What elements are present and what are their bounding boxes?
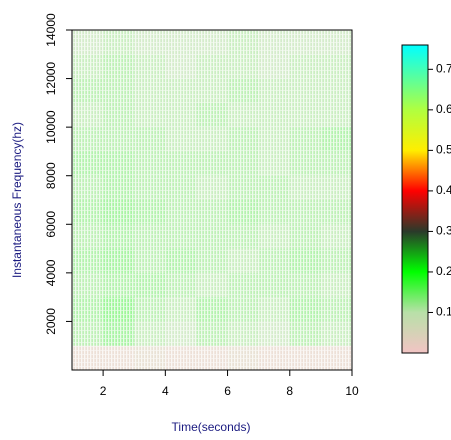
x-tick-label: 4 (162, 384, 169, 398)
y-tick-label: 4000 (44, 259, 58, 286)
y-tick-label: 8000 (44, 162, 58, 189)
colorbar-tick-label: 0.4 (436, 183, 451, 197)
y-tick-label: 6000 (44, 211, 58, 238)
colorbar-tick-label: 0.2 (436, 264, 451, 278)
colorbar-tick-label: 0.5 (436, 143, 451, 157)
y-tick-label: 14000 (44, 13, 58, 47)
x-tick-label: 6 (224, 384, 231, 398)
colorbar-tick-label: 0.3 (436, 224, 451, 238)
y-tick-label: 2000 (44, 308, 58, 335)
y-tick-label: 12000 (44, 62, 58, 96)
x-axis-label: Time(seconds) (172, 420, 251, 434)
texture (72, 30, 352, 370)
colorbar (402, 45, 428, 353)
x-tick-label: 8 (286, 384, 293, 398)
y-axis-label: Instantaneous Frequency(hz) (10, 122, 24, 278)
y-tick-label: 10000 (44, 110, 58, 144)
colorbar-tick-label: 0.1 (436, 305, 451, 319)
x-tick-label: 2 (100, 384, 107, 398)
colorbar-tick-label: 0.6 (436, 102, 451, 116)
x-tick-label: 10 (345, 384, 359, 398)
colorbar-tick-label: 0.7 (436, 61, 451, 75)
